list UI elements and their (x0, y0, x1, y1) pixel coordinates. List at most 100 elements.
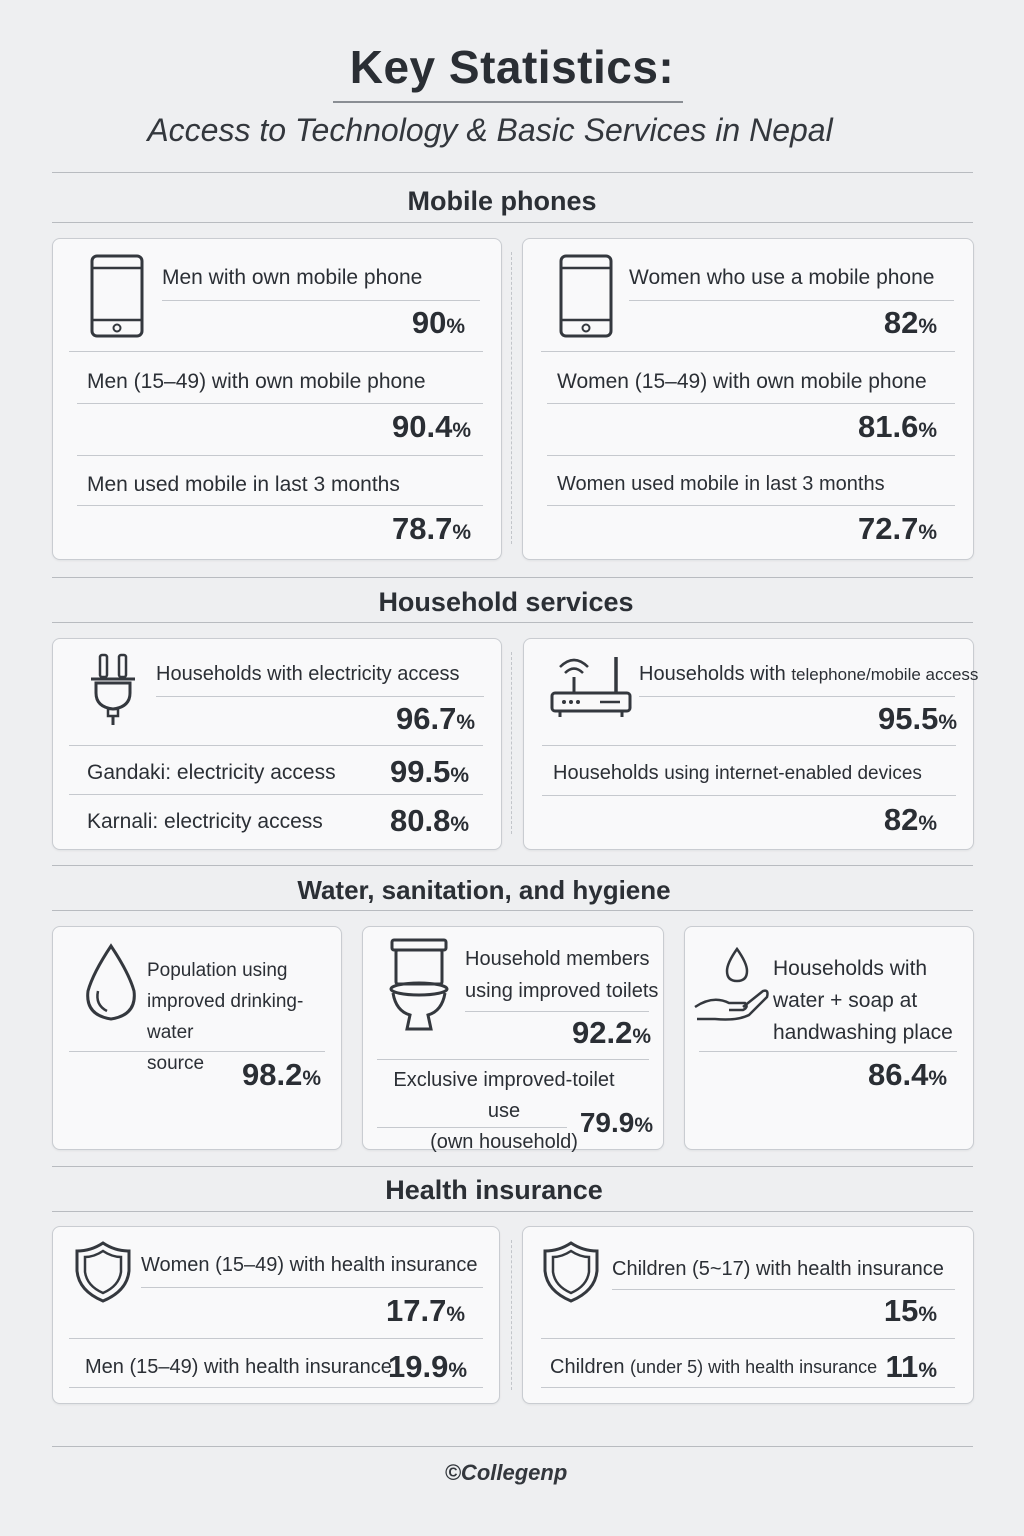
men-15-49-label: Men (15–49) with own mobile phone (87, 370, 426, 393)
row-divider (69, 1387, 483, 1388)
toilet-label: Household members using improved toilets (465, 943, 658, 1007)
water-label: Population using improved drinking-water… (147, 955, 341, 1079)
page-title: Key Statistics: (349, 41, 675, 93)
exclusive-toilet-value: 79.9% (579, 1107, 653, 1138)
row-divider (629, 300, 954, 301)
women-mobile-value: 82% (883, 305, 937, 340)
row-divider (699, 1051, 957, 1052)
row-divider (69, 1338, 483, 1339)
men-mobile-label: Men with own mobile phone (162, 266, 423, 289)
row-divider (69, 745, 483, 746)
handwash-label-line: Households with (773, 957, 928, 980)
divider (52, 622, 973, 623)
divider (52, 865, 973, 866)
men-mobile-value: 90% (411, 305, 465, 340)
women-insurance-label: Women (15–49) with health insurance (141, 1254, 478, 1276)
divider (52, 172, 973, 173)
section-title-mobile: Mobile phones (407, 186, 597, 216)
title-underline (333, 101, 683, 103)
section-title-wash: Water, sanitation, and hygiene (297, 875, 671, 905)
row-divider (77, 455, 483, 456)
row-divider (162, 300, 480, 301)
women-insurance-value: 17.7% (385, 1293, 465, 1328)
row-divider (377, 1127, 567, 1128)
men-3-months-label: Men used mobile in last 3 months (87, 473, 400, 496)
page-subtitle: Access to Technology & Basic Services in… (147, 112, 833, 148)
water-label-line: Population using (147, 960, 288, 981)
divider (52, 1446, 973, 1447)
column-separator (511, 252, 512, 544)
toilet-value: 92.2% (571, 1015, 651, 1050)
men-insurance-label: Men (15–49) with health insurance (85, 1356, 392, 1378)
wifi-router-icon (550, 653, 632, 719)
gandaki-value: 99.5% (389, 754, 469, 789)
divider (52, 910, 973, 911)
handwash-label: Households with water + soap at handwash… (773, 953, 953, 1049)
toilet-label-line: using improved toilets (465, 980, 659, 1002)
women-mobile-label: Women who use a mobile phone (629, 266, 935, 289)
exclusive-toilet-label: Exclusive improved-toilet use (own house… (379, 1065, 629, 1158)
water-drop-icon (83, 943, 139, 1023)
children-under-5-label: Children (under 5) with health insurance (550, 1356, 878, 1378)
women-15-49-label: Women (15–49) with own mobile phone (557, 370, 927, 393)
card-children-insurance: Children (5~17) with health insurance 15… (522, 1226, 974, 1404)
row-divider (69, 794, 483, 795)
card-men-mobile: Men with own mobile phone 90% Men (15–49… (52, 238, 502, 560)
row-divider (465, 1011, 649, 1012)
mobile-phone-icon (559, 254, 613, 338)
water-label-line: improved drinking-water (147, 991, 304, 1043)
divider (52, 1211, 973, 1212)
internet-label: Households using internet-enabled device… (553, 762, 922, 784)
footer-credit: ©Collegenp (444, 1460, 568, 1485)
row-divider (141, 1287, 483, 1288)
row-divider (541, 351, 955, 352)
column-separator (511, 1240, 512, 1390)
handwash-label-line: water + soap at (773, 989, 918, 1012)
row-divider (77, 505, 483, 506)
water-value: 98.2% (241, 1057, 321, 1092)
row-divider (639, 696, 955, 697)
shield-icon (543, 1241, 599, 1303)
row-divider (547, 403, 955, 404)
row-divider (541, 1338, 955, 1339)
women-15-49-value: 81.6% (857, 409, 937, 444)
card-toilet: Household members using improved toilets… (362, 926, 664, 1153)
row-divider (612, 1289, 955, 1290)
row-divider (69, 351, 483, 352)
card-telecom: Households with telephone/mobile access … (523, 638, 978, 850)
card-adult-insurance: Women (15–49) with health insurance 17.7… (52, 1226, 500, 1404)
column-separator (511, 652, 512, 834)
row-divider (542, 745, 956, 746)
karnali-value: 80.8% (389, 803, 469, 838)
children-5-17-value: 15% (883, 1293, 937, 1328)
card-handwash: Households with water + soap at handwash… (684, 926, 974, 1150)
row-divider (541, 1387, 955, 1388)
divider (52, 222, 973, 223)
shield-icon (75, 1241, 131, 1303)
telecom-value: 95.5% (877, 701, 957, 736)
water-label-line: source (147, 1053, 205, 1074)
internet-value: 82% (883, 802, 937, 837)
divider (52, 577, 973, 578)
hand-water-drop-icon (693, 943, 771, 1023)
handwash-label-line: handwashing place (773, 1021, 953, 1044)
karnali-label: Karnali: electricity access (87, 810, 323, 833)
telecom-label: Households with telephone/mobile access (639, 663, 979, 685)
row-divider (377, 1059, 649, 1060)
row-divider (77, 403, 483, 404)
section-title-household: Household services (378, 587, 634, 617)
row-divider (156, 696, 484, 697)
power-plug-icon (89, 653, 137, 727)
toilet-label-line: Household members (465, 948, 650, 970)
row-divider (547, 455, 955, 456)
men-insurance-value: 19.9% (387, 1349, 467, 1384)
divider (52, 1166, 973, 1167)
card-women-mobile: Women who use a mobile phone 82% Women (… (522, 238, 974, 560)
card-water: Population using improved drinking-water… (52, 926, 342, 1150)
gandaki-label: Gandaki: electricity access (87, 761, 336, 784)
section-title-insurance: Health insurance (385, 1175, 603, 1205)
men-3-months-value: 78.7% (391, 511, 471, 546)
row-divider (542, 795, 956, 796)
row-divider (547, 505, 955, 506)
electricity-label: Households with electricity access (156, 663, 460, 685)
